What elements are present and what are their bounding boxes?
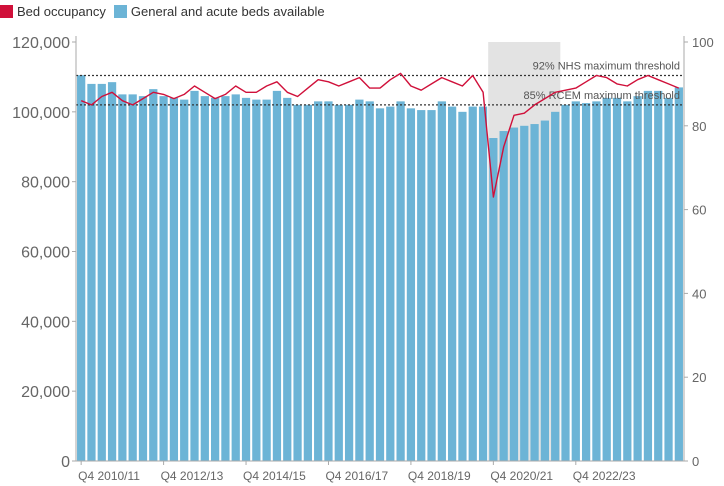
threshold-label: 85% RCEM maximum threshold	[524, 90, 681, 102]
bar	[180, 99, 189, 462]
occupancy-line	[80, 72, 680, 198]
legend-swatch-bed-occupancy	[0, 4, 13, 18]
bar	[406, 108, 416, 461]
bar	[334, 104, 343, 461]
bar	[355, 99, 364, 462]
bar	[612, 97, 622, 461]
left-tick-label: 120,000	[12, 35, 70, 52]
bar	[530, 124, 539, 461]
right-tick-label: 0	[692, 454, 699, 469]
bar	[581, 103, 591, 462]
bar	[623, 101, 632, 461]
legend-swatch-beds-available	[113, 4, 127, 18]
bar	[365, 101, 374, 461]
right-tick-label: 60	[692, 203, 706, 218]
x-tick-label: Q4 2020/21	[490, 469, 553, 483]
bar	[190, 90, 199, 461]
bar	[159, 96, 168, 461]
x-tick-label: Q4 2010/11	[78, 469, 140, 483]
bar	[520, 125, 529, 462]
legend-label-bed-occupancy: Bed occupancy	[17, 3, 106, 19]
threshold-label: 92% NHS maximum threshold	[533, 61, 680, 73]
bar	[283, 97, 292, 461]
bar	[478, 106, 488, 462]
bar	[654, 90, 663, 461]
right-tick-label: 40	[692, 286, 706, 301]
legend-label-beds-available: General and acute beds available	[130, 3, 325, 19]
bar	[138, 96, 148, 461]
chart-legend: Bed occupancy General and acute beds ava…	[0, 2, 333, 20]
bar	[231, 94, 240, 461]
bar	[468, 106, 477, 462]
bar	[262, 99, 271, 462]
bar	[118, 94, 127, 461]
bar	[633, 96, 642, 461]
left-tick-label: 60,000	[21, 245, 70, 262]
bar	[448, 106, 457, 462]
bar	[293, 104, 302, 461]
bar	[303, 104, 312, 461]
bar	[427, 110, 436, 462]
bar	[324, 101, 333, 461]
bar	[169, 97, 179, 461]
left-tick-label: 20,000	[21, 384, 70, 401]
bar	[97, 83, 106, 462]
bar	[375, 108, 385, 461]
bar	[571, 101, 580, 461]
bar	[417, 110, 426, 462]
bar	[344, 104, 354, 461]
bar	[664, 97, 673, 461]
x-tick-label: Q4 2022/23	[573, 469, 636, 483]
bar	[314, 101, 323, 461]
bar	[602, 97, 611, 461]
bar	[77, 75, 86, 461]
left-tick-label: 40,000	[21, 314, 70, 331]
bar	[592, 101, 601, 461]
bar	[241, 97, 251, 461]
left-tick-label: 80,000	[21, 175, 70, 192]
legend-item-bed-occupancy: Bed occupancy	[0, 4, 106, 19]
x-tick-label: Q4 2014/15	[243, 469, 306, 483]
bar	[107, 82, 117, 461]
right-tick-label: 20	[692, 370, 706, 385]
bar	[386, 106, 395, 462]
x-tick-label: Q4 2018/19	[408, 469, 471, 483]
bar	[458, 111, 467, 461]
right-tick-label: 100	[692, 35, 714, 50]
bar	[643, 90, 653, 461]
left-tick-label: 100,000	[12, 105, 70, 122]
bar	[509, 127, 519, 461]
bar	[499, 131, 508, 461]
x-tick-label: Q4 2012/13	[161, 469, 224, 483]
x-tick-label: Q4 2016/17	[325, 469, 388, 483]
bar	[674, 87, 683, 462]
bar	[87, 83, 96, 462]
bar	[437, 101, 446, 461]
legend-item-beds-available: General and acute beds available	[113, 3, 325, 19]
left-tick-label: 0	[61, 454, 70, 471]
bar	[561, 104, 570, 461]
bar	[210, 97, 220, 461]
bar	[149, 89, 158, 461]
bar	[128, 94, 137, 461]
bar	[540, 120, 550, 461]
bar	[252, 99, 261, 462]
bar	[221, 96, 230, 461]
bar	[551, 111, 560, 461]
bar	[396, 101, 405, 461]
bar	[200, 96, 209, 461]
right-tick-label: 80	[692, 119, 706, 134]
bar	[272, 90, 282, 461]
bar	[489, 138, 498, 462]
